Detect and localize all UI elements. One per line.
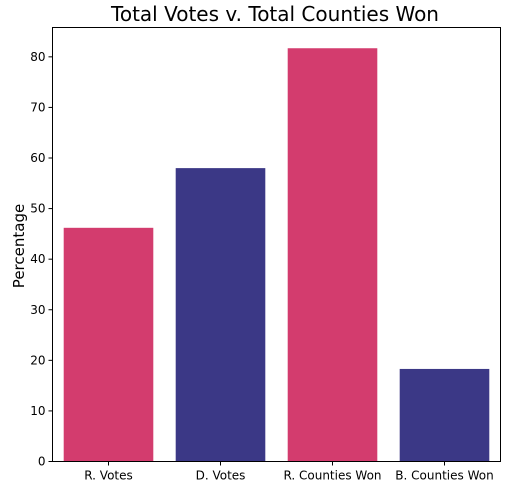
bars-group	[63, 48, 490, 462]
y-axis-ticks: 0 10 20 30 40 50 60 70 80	[30, 50, 53, 469]
y-tick-label: 50	[30, 202, 45, 216]
x-tick-label: R. Votes	[84, 469, 133, 483]
y-tick-label: 0	[38, 455, 46, 469]
bar-3	[287, 48, 378, 462]
y-tick-label: 20	[30, 353, 45, 367]
y-tick-label: 60	[30, 151, 45, 165]
x-axis-ticks: R. Votes D. Votes R. Counties Won B. Counti…	[84, 461, 494, 483]
bar-2	[175, 168, 266, 462]
x-tick-label: B. Counties Won	[395, 469, 493, 483]
x-tick-label: R. Counties Won	[283, 469, 381, 483]
y-tick-label: 30	[30, 303, 45, 317]
y-tick-label: 40	[30, 252, 45, 266]
y-tick-label: 10	[30, 404, 45, 418]
bar-1	[63, 227, 154, 462]
y-tick-label: 80	[30, 50, 45, 64]
y-axis-label: Percentage	[10, 204, 28, 288]
chart-title: Total Votes v. Total Counties Won	[110, 2, 439, 26]
plot-frame	[52, 27, 501, 462]
y-tick-label: 70	[30, 100, 45, 114]
x-tick-label: D. Votes	[196, 469, 246, 483]
bar-4	[399, 368, 490, 462]
